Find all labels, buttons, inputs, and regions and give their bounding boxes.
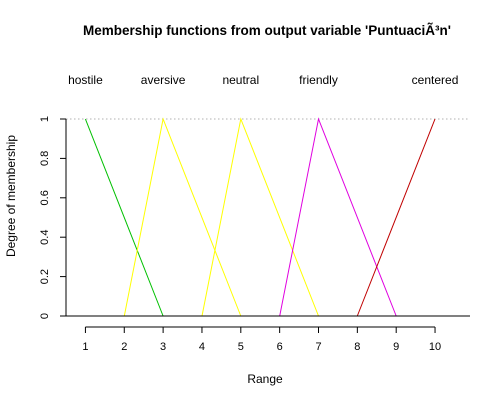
x-tick-label-5: 5 [238,341,244,353]
y-tick-label-0-8: 0.8 [39,151,51,166]
series-line-centered [356,118,436,317]
x-tick-label-4: 4 [199,341,205,353]
series-label-centered: centered [412,73,459,87]
series-layer [84,117,436,317]
chart-title: Membership functions from output variabl… [83,23,451,38]
series-line-hostile [84,118,164,317]
y-tick-label-0-4: 0.4 [39,230,51,245]
series-line-neutral [201,117,319,317]
y-tick-label-0-2: 0.2 [39,269,51,284]
membership-function-labels: hostile aversive neutral friendly centered [68,73,458,87]
series-label-friendly: friendly [299,73,338,87]
y-axis-title: Degree of membership [4,135,18,257]
x-tick-label-2: 2 [121,341,127,353]
series-label-neutral: neutral [222,73,259,87]
y-tick-label-1: 1 [39,116,51,122]
x-tick-label-7: 7 [315,341,321,353]
x-tick-label-1: 1 [82,341,88,353]
series-label-hostile: hostile [68,73,103,87]
x-tick-label-10: 10 [429,341,441,353]
y-tick-label-0-6: 0.6 [39,190,51,205]
axes-layer: 1 2 3 4 5 6 7 8 9 10 0 0.2 0.4 0.6 0.8 1 [39,116,470,353]
series-label-aversive: aversive [141,73,186,87]
x-tick-label-3: 3 [160,341,166,353]
x-tick-label-9: 9 [393,341,399,353]
x-tick-label-8: 8 [354,341,360,353]
x-axis-title: Range [247,372,283,386]
series-line-aversive [123,117,242,317]
y-tick-label-0: 0 [39,313,51,319]
series-line-friendly [279,117,397,317]
x-tick-label-6: 6 [277,341,283,353]
